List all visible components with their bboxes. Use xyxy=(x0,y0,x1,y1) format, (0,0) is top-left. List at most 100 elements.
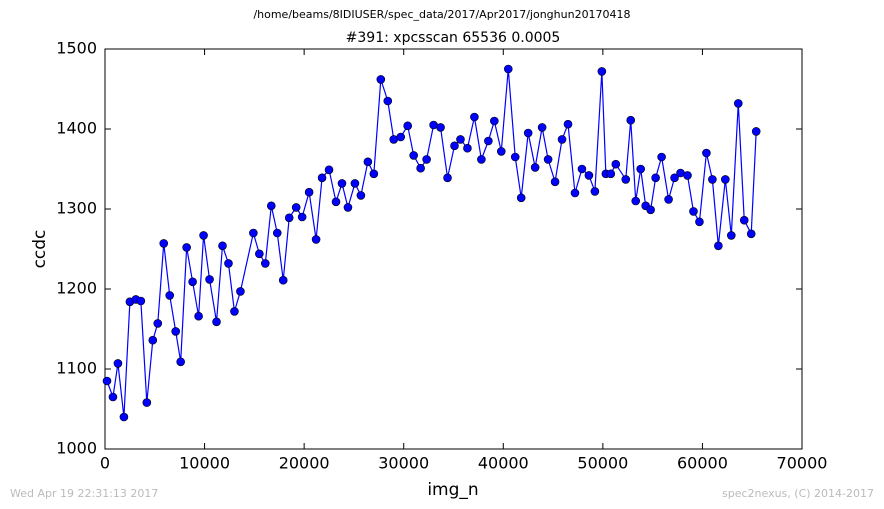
data-point xyxy=(470,112,479,122)
data-point xyxy=(171,327,180,336)
data-point xyxy=(590,187,600,196)
data-point xyxy=(212,317,221,327)
data-point xyxy=(249,228,258,238)
data-point xyxy=(165,291,175,300)
data-point xyxy=(356,191,366,200)
data-point xyxy=(463,143,472,153)
y-tick-label: 1400 xyxy=(56,119,97,138)
data-point xyxy=(708,175,717,184)
data-point xyxy=(721,175,730,184)
data-point xyxy=(218,241,227,251)
data-point xyxy=(291,203,301,212)
data-point xyxy=(702,148,711,158)
data-point xyxy=(443,173,452,183)
data-point xyxy=(383,96,393,106)
x-tick-label: 10000 xyxy=(179,454,230,473)
data-point xyxy=(113,359,123,368)
data-point xyxy=(611,159,621,169)
data-point xyxy=(148,335,158,345)
data-point xyxy=(606,169,616,179)
data-point xyxy=(317,173,327,183)
data-point xyxy=(416,163,425,173)
data-point xyxy=(369,169,379,179)
data-point xyxy=(102,376,112,386)
data-point xyxy=(297,212,307,222)
data-point xyxy=(537,123,547,132)
data-point xyxy=(477,155,486,164)
data-point xyxy=(631,196,641,206)
data-point xyxy=(651,173,660,183)
data-point xyxy=(557,135,567,144)
data-point xyxy=(182,243,191,252)
data-point xyxy=(108,392,118,402)
x-tick-label: 40000 xyxy=(478,454,529,473)
data-point xyxy=(136,296,146,306)
data-point xyxy=(363,157,373,167)
data-point xyxy=(636,164,645,174)
data-point xyxy=(563,119,573,129)
data-point xyxy=(230,307,239,316)
data-point xyxy=(503,64,513,74)
data-point xyxy=(224,259,233,268)
data-point xyxy=(516,193,526,203)
data-point xyxy=(597,67,607,76)
x-tick-label: 20000 xyxy=(279,454,330,473)
data-point xyxy=(689,207,698,216)
y-tick-label: 1500 xyxy=(56,39,97,58)
data-point xyxy=(714,241,723,251)
data-point xyxy=(261,259,270,268)
data-point xyxy=(584,171,594,180)
data-point xyxy=(664,195,673,204)
data-point xyxy=(205,275,214,284)
data-point xyxy=(199,231,208,240)
data-point xyxy=(236,287,245,296)
data-point xyxy=(311,235,321,244)
data-point xyxy=(331,197,341,207)
data-point xyxy=(343,203,353,212)
data-point xyxy=(266,201,276,211)
data-point xyxy=(376,75,386,84)
data-point xyxy=(403,121,412,131)
data-point xyxy=(119,412,129,422)
data-point xyxy=(577,164,587,174)
data-point xyxy=(278,275,288,285)
x-tick-label: 60000 xyxy=(677,454,728,473)
data-point xyxy=(530,163,540,172)
data-point xyxy=(484,136,493,146)
y-tick-label: 1200 xyxy=(56,279,97,298)
data-point xyxy=(683,171,692,180)
data-point xyxy=(746,229,756,239)
y-tick-label: 1000 xyxy=(56,439,97,458)
data-point xyxy=(570,188,580,198)
footer-date: Wed Apr 19 22:31:13 2017 xyxy=(10,487,158,500)
data-point xyxy=(337,179,347,188)
data-point xyxy=(284,213,294,223)
data-point xyxy=(409,151,418,160)
data-point xyxy=(621,175,631,184)
data-point xyxy=(159,239,169,248)
data-point xyxy=(255,249,264,259)
data-point xyxy=(695,217,704,227)
data-point xyxy=(550,177,560,187)
data-point xyxy=(727,231,736,240)
data-point xyxy=(324,165,334,175)
x-tick-label: 70000 xyxy=(777,454,828,473)
data-point xyxy=(510,152,520,162)
data-point xyxy=(350,179,360,188)
data-point xyxy=(142,398,152,407)
data-point xyxy=(670,173,679,183)
x-axis-label: img_n xyxy=(427,480,478,500)
data-point xyxy=(646,205,655,215)
data-point xyxy=(396,132,406,142)
data-point xyxy=(733,99,743,108)
data-point xyxy=(422,155,431,164)
y-tick-label: 1300 xyxy=(56,199,97,218)
y-tick-label: 1100 xyxy=(56,359,97,378)
data-point xyxy=(626,115,636,125)
data-point xyxy=(751,127,761,136)
data-point xyxy=(490,116,499,126)
data-point xyxy=(436,123,445,132)
x-tick-label: 30000 xyxy=(378,454,429,473)
suptitle: /home/beams/8IDIUSER/spec_data/2017/Apr2… xyxy=(253,8,630,21)
